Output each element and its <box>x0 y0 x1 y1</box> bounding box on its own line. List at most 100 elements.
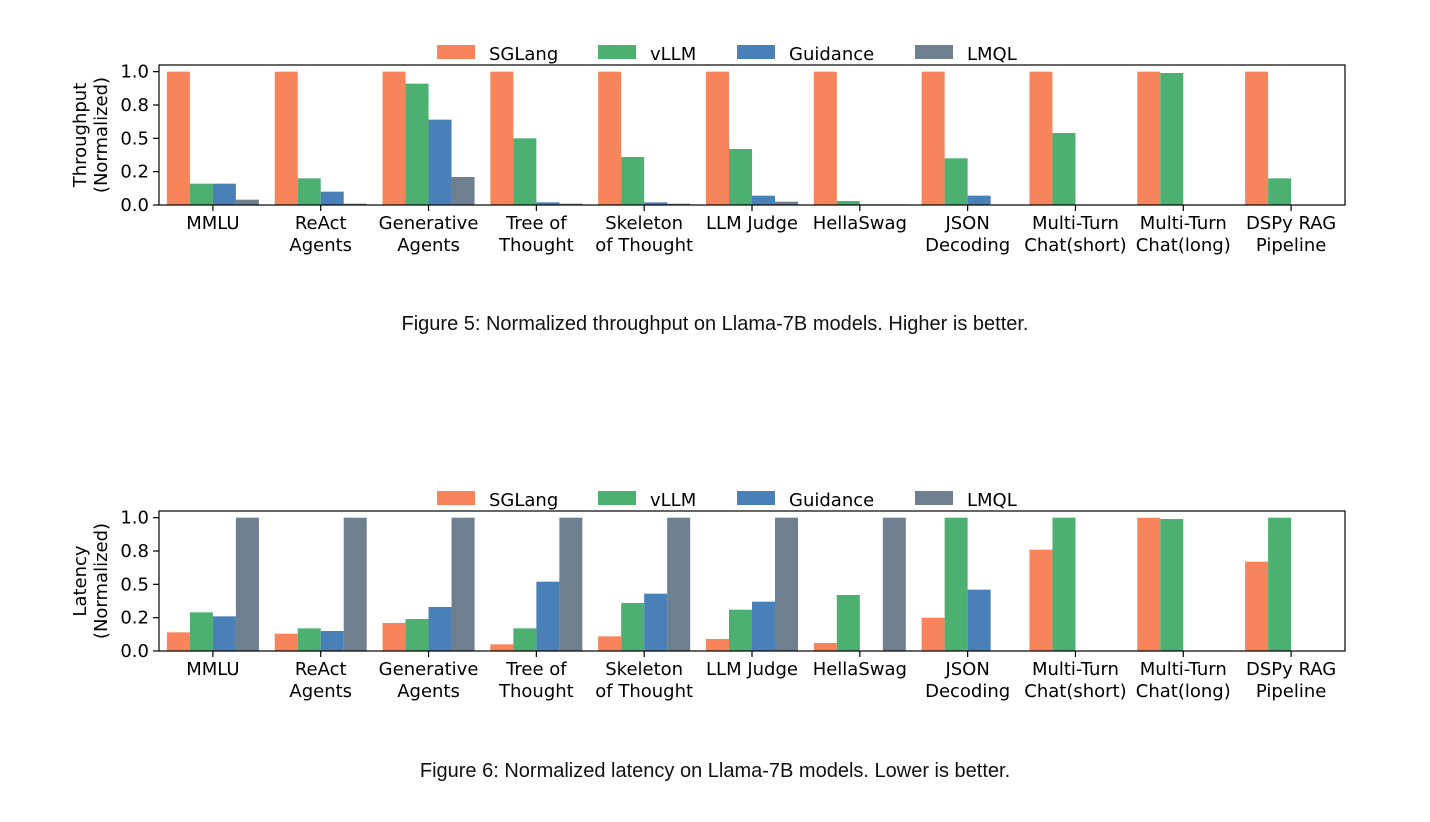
bar-guidance <box>212 616 236 651</box>
bars <box>166 71 1292 206</box>
bar-sglang <box>598 636 622 651</box>
legend-label-vllm: vLLM <box>650 44 696 65</box>
bar-guidance <box>536 581 560 651</box>
bar-vllm <box>729 149 752 205</box>
x-tick-label: HellaSwag <box>813 659 907 680</box>
legend-label-sglang: SGLang <box>489 490 558 511</box>
legend-label-guidance: Guidance <box>789 490 874 511</box>
bar-lmql <box>235 517 259 651</box>
bar-vllm <box>189 183 213 205</box>
bar-sglang <box>166 71 190 206</box>
bar-lmql <box>559 517 583 651</box>
legend-swatch-sglang <box>437 491 475 505</box>
y-axis: 0.0 0.2 0.5 0.8 1.0 <box>120 62 159 216</box>
y-tick-label: 0.5 <box>120 128 149 149</box>
bar-lmql <box>451 517 475 651</box>
bar-lmql <box>559 203 583 205</box>
bar-sglang <box>1029 71 1053 206</box>
bar-sglang <box>921 71 945 206</box>
bar-vllm <box>405 619 429 651</box>
x-tick-label: HellaSwag <box>813 213 907 234</box>
legend-swatch-vllm <box>598 45 636 59</box>
x-tick-label: ReAct Agents <box>289 213 352 256</box>
bar-sglang <box>813 643 837 651</box>
bar-guidance <box>967 589 991 651</box>
x-axis: MMLU ReAct Agents Generative Agents Tree of Th… <box>186 651 1336 702</box>
bar-sglang <box>706 639 729 651</box>
bar-vllm <box>189 612 213 651</box>
y-tick-label: 0.0 <box>120 641 149 662</box>
bar-lmql <box>451 177 475 205</box>
y-tick-label: 0.8 <box>120 95 149 116</box>
bar-lmql <box>775 201 798 205</box>
bar-vllm <box>621 157 645 205</box>
bar-guidance <box>644 593 668 651</box>
x-tick-label: Generative Agents <box>379 213 479 256</box>
x-tick-label: Multi-Turn Chat(short) <box>1024 659 1126 702</box>
x-axis: MMLU ReAct Agents Generative Agents Tree of Th… <box>186 205 1336 256</box>
bar-sglang <box>1245 561 1269 651</box>
bar-vllm <box>297 178 321 205</box>
bar-vllm <box>944 158 968 205</box>
latency-chart: SGLang vLLM Guidance LMQL 0.0 0.2 0.5 0.8 1.0 Lat… <box>70 490 1346 702</box>
bar-vllm <box>1268 178 1292 205</box>
y-tick-label: 0.0 <box>120 195 149 216</box>
bar-sglang <box>490 644 514 651</box>
bar-lmql <box>775 517 798 651</box>
y-axis: 0.0 0.2 0.5 0.8 1.0 <box>120 508 159 662</box>
bar-sglang <box>490 71 514 206</box>
x-tick-label: MMLU <box>186 659 239 680</box>
x-tick-label: Multi-Turn Chat(long) <box>1136 213 1231 256</box>
bar-vllm <box>513 138 537 205</box>
x-tick-label: Tree of Thought <box>498 659 574 702</box>
bar-vllm <box>944 517 968 651</box>
y-axis-label: Throughput(Normalized) <box>70 77 112 193</box>
legend-label-vllm: vLLM <box>650 490 696 511</box>
x-tick-label: LLM Judge <box>706 659 798 680</box>
bar-sglang <box>1245 71 1269 206</box>
y-axis-label: Latency(Normalized) <box>70 523 112 639</box>
bar-lmql <box>667 517 691 651</box>
bar-vllm <box>513 628 537 651</box>
x-tick-label: Generative Agents <box>379 659 479 702</box>
bar-sglang <box>382 623 406 651</box>
bar-lmql <box>667 203 691 205</box>
bar-sglang <box>382 71 406 206</box>
bar-vllm <box>729 609 752 651</box>
legend-label-lmql: LMQL <box>967 490 1017 511</box>
legend-swatch-lmql <box>915 491 953 505</box>
x-tick-label: Skeleton of Thought <box>595 213 693 256</box>
bar-sglang <box>813 71 837 206</box>
bar-guidance <box>428 607 452 651</box>
bar-vllm <box>621 603 645 651</box>
x-tick-label: LLM Judge <box>706 213 798 234</box>
bar-sglang <box>598 71 622 206</box>
bar-guidance <box>752 195 775 205</box>
y-tick-label: 1.0 <box>120 508 149 529</box>
bar-vllm <box>836 201 860 205</box>
legend-swatch-sglang <box>437 45 475 59</box>
bar-sglang <box>274 71 298 206</box>
throughput-chart: SGLang vLLM Guidance LMQL 0.0 0.2 0.5 0.8 1.0 Thr… <box>70 44 1346 256</box>
bar-guidance <box>644 202 668 205</box>
bar-guidance <box>320 631 344 651</box>
bar-sglang <box>1029 549 1053 651</box>
figure-5-caption: Figure 5: Normalized throughput on Llama… <box>401 313 1029 335</box>
bar-guidance <box>536 202 560 205</box>
bar-guidance <box>212 183 236 205</box>
bar-sglang <box>921 617 945 651</box>
x-tick-label: Skeleton of Thought <box>595 659 693 702</box>
bar-lmql <box>343 203 367 205</box>
y-tick-label: 0.2 <box>120 608 149 629</box>
bar-vllm <box>1160 519 1184 651</box>
legend-swatch-guidance <box>737 45 775 59</box>
bar-sglang <box>706 71 729 206</box>
bar-lmql <box>343 517 367 651</box>
bar-lmql <box>882 517 906 651</box>
legend-label-lmql: LMQL <box>967 44 1017 65</box>
x-tick-label: DSPy RAG Pipeline <box>1246 213 1336 256</box>
legend: SGLang vLLM Guidance LMQL <box>437 490 1017 511</box>
bar-vllm <box>1160 73 1184 205</box>
y-tick-label: 0.8 <box>120 541 149 562</box>
legend-label-guidance: Guidance <box>789 44 874 65</box>
